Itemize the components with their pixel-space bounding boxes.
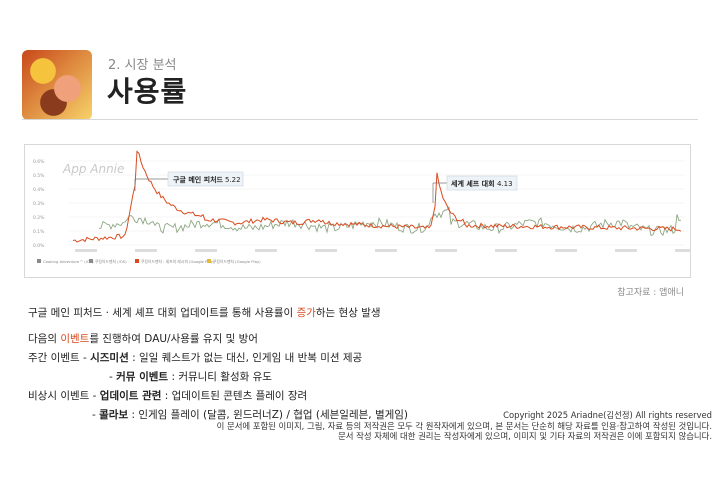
callout-label-contest: 세계 셰프 대회 bbox=[451, 179, 495, 188]
callout-label-featured: 구글 메인 피처드 bbox=[173, 175, 224, 184]
y-tick-label: 0.2% bbox=[33, 215, 45, 221]
x-tick-label bbox=[315, 249, 337, 252]
page-title: 사용률 bbox=[107, 75, 188, 108]
weekly-event-2: - 커뮤 이벤트 : 커뮤니티 활성화 유도 bbox=[109, 369, 272, 384]
summary-text-post: 하는 현상 발생 bbox=[315, 307, 381, 319]
copyright-notice: Copyright 2025 Ariadne(김선정) All rights r… bbox=[217, 410, 712, 442]
legend-swatch bbox=[135, 259, 139, 263]
copyright-line-3: 문서 작성 자체에 대한 권리는 작성자에게 있으며, 이미지 및 기타 자료의… bbox=[338, 431, 712, 441]
x-tick-label bbox=[195, 249, 217, 252]
callout-box-featured bbox=[167, 171, 244, 187]
x-tick-label bbox=[375, 249, 397, 252]
callout-value-contest: 4.13 bbox=[497, 180, 513, 188]
y-tick-label: 0.0% bbox=[33, 243, 45, 249]
weekly-event-1-name: 시즈미션 bbox=[90, 352, 129, 364]
irregular-event-2: - 콜라보 : 인게임 플레이 (달콤, 윈드러너Z) / 협업 (세븐일레븐,… bbox=[92, 407, 408, 422]
x-tick-label bbox=[135, 249, 157, 252]
x-tick-label bbox=[555, 249, 577, 252]
x-tick-label bbox=[255, 249, 277, 252]
copyright-line-2: 이 문서에 포함된 이미지, 그림, 자료 등의 저작권은 모두 각 원작자에게… bbox=[216, 420, 712, 431]
summary-text-pre: 구글 메인 피처드 · 세계 셰프 대회 업데이트를 통해 사용률이 bbox=[28, 307, 297, 319]
source-note: 참고자료 : 앱애니 bbox=[617, 288, 684, 298]
weekly-event-1: 주간 이벤트 - 시즈미션 : 일일 퀘스트가 없는 대신, 인게임 내 반복 … bbox=[28, 350, 362, 365]
y-tick-label: 0.5% bbox=[33, 173, 45, 179]
x-tick-label bbox=[435, 249, 457, 252]
callout-box-contest bbox=[446, 175, 518, 191]
callout-value-featured: 5.22 bbox=[225, 176, 241, 184]
summary-line: 구글 메인 피처드 · 세계 셰프 대회 업데이트를 통해 사용률이 증가하는 … bbox=[28, 305, 381, 320]
plan-line: 다음의 이벤트를 진행하여 DAU/사용률 유지 및 방어 bbox=[28, 331, 258, 346]
plan-text-post: 를 진행하여 DAU/사용률 유지 및 방어 bbox=[89, 333, 258, 345]
legend-swatch bbox=[89, 259, 93, 263]
irregular-event-2-name: 콜라보 bbox=[99, 409, 129, 421]
legend-label: 쿠킹어드벤처 (Google Play) bbox=[213, 259, 261, 264]
legend-swatch bbox=[37, 259, 41, 263]
section-subtitle: 2. 시장 분석 bbox=[108, 58, 177, 73]
x-tick-label bbox=[495, 249, 517, 252]
legend-swatch bbox=[207, 259, 211, 263]
irregular-event-1-desc: : 업데이트된 콘텐츠 플레이 장려 bbox=[164, 390, 308, 402]
weekly-event-2-dash: - bbox=[109, 371, 113, 383]
legend-label: 쿠킹어드벤처 : 셰프의 레시피 (Google Play) bbox=[141, 259, 215, 264]
plan-accent: 이벤트 bbox=[60, 333, 90, 345]
irregular-event-1: 비상시 이벤트 - 업데이트 관련 : 업데이트된 콘텐츠 플레이 장려 bbox=[28, 388, 307, 403]
weekly-event-2-desc: : 커뮤니티 활성화 유도 bbox=[171, 371, 272, 383]
y-tick-label: 0.1% bbox=[33, 229, 45, 235]
usage-chart: 0.6% 0.5% 0.4% 0.3% 0.2% 0.1% 0.0% App Annie 구… bbox=[24, 144, 691, 278]
series-line-red bbox=[72, 150, 682, 243]
irregular-event-2-desc: : 인게임 플레이 (달콤, 윈드러너Z) / 협업 (세븐일레븐, 별게임) bbox=[131, 409, 409, 421]
x-tick-label bbox=[615, 249, 637, 252]
weekly-event-1-desc: : 일일 퀘스트가 없는 대신, 인게임 내 반복 미션 제공 bbox=[132, 352, 363, 364]
weekly-event-label: 주간 이벤트 - bbox=[28, 352, 87, 364]
weekly-event-2-name: 커뮤 이벤트 bbox=[116, 371, 169, 383]
game-logo bbox=[22, 50, 92, 120]
legend-label: Cooking Adventure™ (iOS) bbox=[43, 259, 94, 264]
irregular-event-label: 비상시 이벤트 - bbox=[28, 390, 97, 402]
summary-accent: 증가 bbox=[296, 307, 316, 319]
chart-legend: Cooking Adventure™ (iOS) 쿠킹어드벤처 (iOS) 쿠킹어드… bbox=[37, 259, 261, 264]
y-tick-label: 0.4% bbox=[33, 187, 45, 193]
chart-watermark: App Annie bbox=[62, 162, 124, 176]
x-tick-label bbox=[75, 249, 97, 252]
chart-x-axis bbox=[75, 249, 690, 252]
usage-chart-svg: 0.6% 0.5% 0.4% 0.3% 0.2% 0.1% 0.0% App Annie 구… bbox=[33, 150, 690, 264]
irregular-event-2-dash: - bbox=[92, 409, 96, 421]
copyright-line-1: Copyright 2025 Ariadne(김선정) All rights r… bbox=[503, 410, 712, 420]
title-divider bbox=[22, 119, 698, 120]
plan-text-pre: 다음의 bbox=[28, 333, 61, 345]
y-tick-label: 0.3% bbox=[33, 201, 45, 207]
x-tick-label bbox=[675, 249, 690, 252]
irregular-event-1-name: 업데이트 관련 bbox=[99, 390, 162, 402]
legend-label: 쿠킹어드벤처 (iOS) bbox=[95, 259, 127, 264]
y-tick-label: 0.6% bbox=[33, 159, 45, 165]
